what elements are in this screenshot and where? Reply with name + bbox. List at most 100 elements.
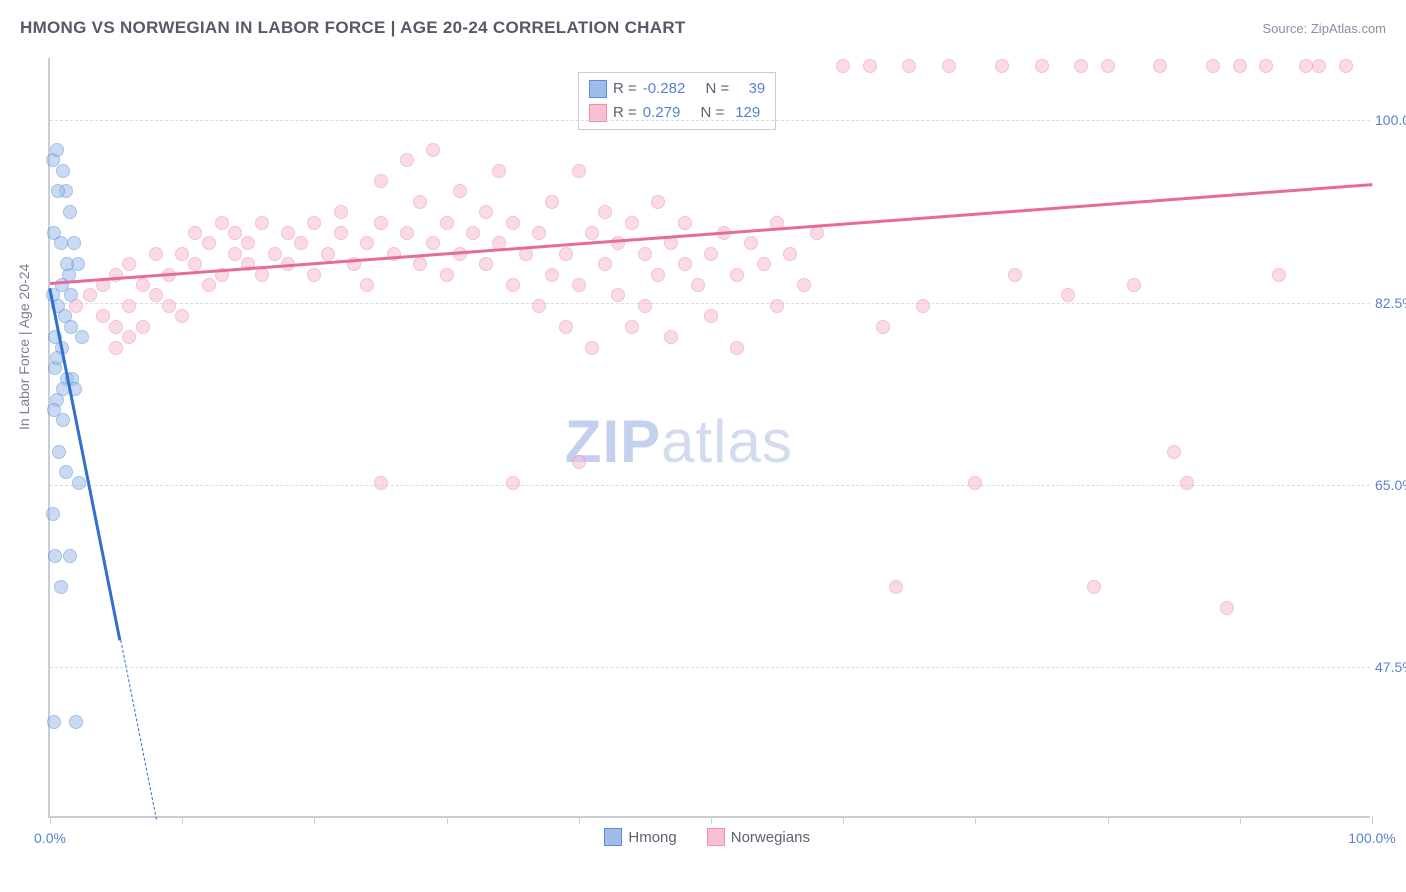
data-point	[651, 195, 665, 209]
data-point	[54, 580, 68, 594]
data-point	[730, 341, 744, 355]
data-point	[678, 257, 692, 271]
data-point	[1339, 59, 1353, 73]
data-point	[72, 476, 86, 490]
data-point	[545, 268, 559, 282]
data-point	[1074, 59, 1088, 73]
data-point	[585, 341, 599, 355]
data-point	[59, 465, 73, 479]
data-point	[995, 59, 1009, 73]
data-point	[770, 299, 784, 313]
data-point	[625, 320, 639, 334]
hmong-r-value: -0.282	[643, 77, 686, 101]
x-legend-label-hmong: Hmong	[628, 829, 676, 846]
data-point	[598, 257, 612, 271]
y-tick-label: 100.0%	[1375, 112, 1406, 128]
grid-line	[50, 485, 1370, 486]
data-point	[466, 226, 480, 240]
data-point	[96, 309, 110, 323]
data-point	[255, 268, 269, 282]
data-point	[651, 268, 665, 282]
data-point	[63, 549, 77, 563]
grid-line	[50, 303, 1370, 304]
x-legend-item-norwegians: Norwegians	[707, 828, 810, 846]
x-tick	[711, 816, 712, 824]
data-point	[400, 226, 414, 240]
data-point	[136, 320, 150, 334]
data-point	[876, 320, 890, 334]
data-point	[75, 330, 89, 344]
data-point	[122, 257, 136, 271]
data-point	[69, 299, 83, 313]
data-point	[1299, 59, 1313, 73]
data-point	[122, 330, 136, 344]
data-point	[968, 476, 982, 490]
data-point	[175, 309, 189, 323]
swatch-norwegians-xlegend	[707, 828, 725, 846]
data-point	[1008, 268, 1022, 282]
data-point	[188, 257, 202, 271]
data-point	[413, 257, 427, 271]
data-point	[1312, 59, 1326, 73]
data-point	[51, 184, 65, 198]
r-label: R =	[613, 77, 637, 101]
data-point	[625, 216, 639, 230]
x-tick	[1108, 816, 1109, 824]
data-point	[1272, 268, 1286, 282]
data-point	[241, 236, 255, 250]
data-point	[321, 247, 335, 261]
data-point	[691, 278, 705, 292]
data-point	[559, 247, 573, 261]
data-point	[810, 226, 824, 240]
data-point	[122, 299, 136, 313]
data-point	[1101, 59, 1115, 73]
regression-line	[50, 183, 1372, 284]
x-tick-label: 100.0%	[1348, 830, 1395, 846]
data-point	[268, 247, 282, 261]
data-point	[479, 257, 493, 271]
data-point	[664, 236, 678, 250]
x-tick	[1372, 816, 1373, 824]
swatch-norwegians	[589, 104, 607, 122]
data-point	[136, 278, 150, 292]
data-point	[149, 288, 163, 302]
data-point	[48, 549, 62, 563]
data-point	[175, 247, 189, 261]
data-point	[532, 299, 546, 313]
data-point	[678, 216, 692, 230]
data-point	[400, 153, 414, 167]
data-point	[360, 278, 374, 292]
data-point	[149, 247, 163, 261]
n-label: N =	[705, 77, 729, 101]
data-point	[360, 236, 374, 250]
data-point	[783, 247, 797, 261]
data-point	[374, 476, 388, 490]
data-point	[1233, 59, 1247, 73]
data-point	[188, 226, 202, 240]
data-point	[56, 413, 70, 427]
data-point	[281, 226, 295, 240]
data-point	[228, 247, 242, 261]
data-point	[56, 164, 70, 178]
grid-line	[50, 120, 1370, 121]
chart-title: HMONG VS NORWEGIAN IN LABOR FORCE | AGE …	[20, 18, 686, 38]
data-point	[307, 216, 321, 230]
data-point	[704, 309, 718, 323]
watermark: ZIPatlas	[565, 407, 793, 476]
swatch-hmong	[589, 80, 607, 98]
x-legend-item-hmong: Hmong	[604, 828, 676, 846]
data-point	[69, 715, 83, 729]
data-point	[426, 143, 440, 157]
data-point	[1127, 278, 1141, 292]
x-axis-legend: Hmong Norwegians	[604, 828, 810, 846]
data-point	[52, 445, 66, 459]
y-tick-label: 47.5%	[1375, 659, 1406, 675]
data-point	[1206, 59, 1220, 73]
data-point	[162, 299, 176, 313]
data-point	[334, 226, 348, 240]
data-point	[479, 205, 493, 219]
data-point	[836, 59, 850, 73]
stats-row-hmong: R = -0.282 N = 39	[589, 77, 765, 101]
data-point	[1259, 59, 1273, 73]
data-point	[572, 278, 586, 292]
